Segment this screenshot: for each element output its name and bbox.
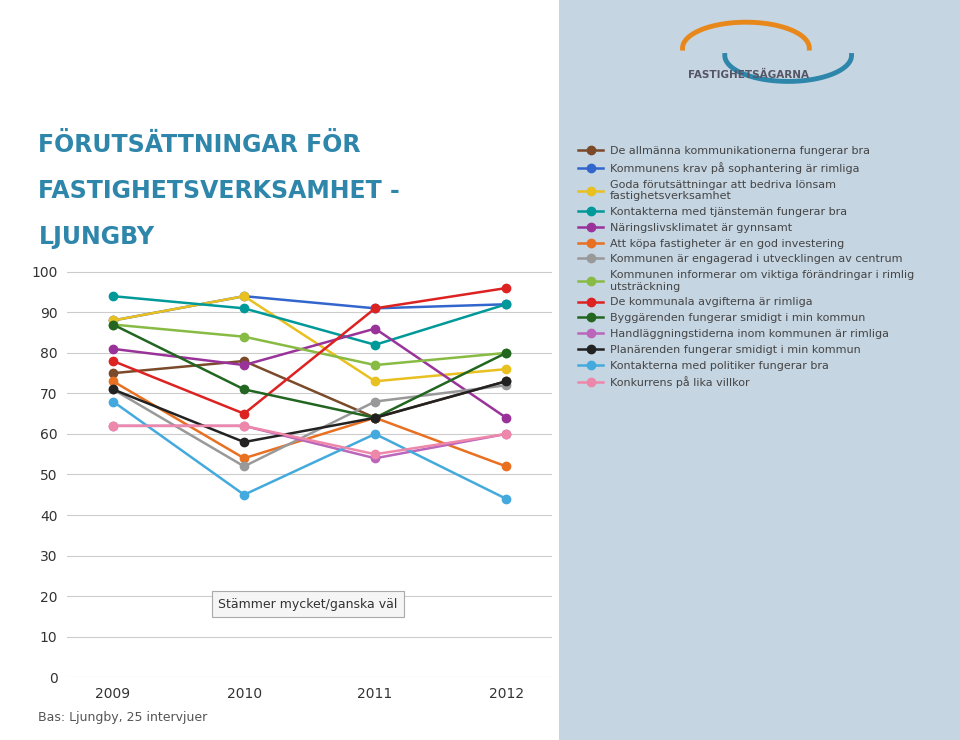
Text: Bas: Ljungby, 25 intervjuer: Bas: Ljungby, 25 intervjuer (38, 711, 207, 724)
Text: FASTIGHETSVERKSAMHET -: FASTIGHETSVERKSAMHET - (38, 179, 400, 203)
Legend: De allmänna kommunikationerna fungerar bra, Kommunens krav på sophantering är ri: De allmänna kommunikationerna fungerar b… (579, 147, 914, 388)
Text: FÖRUTSÄTTNINGAR FÖR: FÖRUTSÄTTNINGAR FÖR (38, 133, 361, 157)
Text: FASTIGHETSÄGARNA: FASTIGHETSÄGARNA (688, 70, 809, 81)
Text: LJUNGBY: LJUNGBY (38, 225, 155, 249)
Text: Stämmer mycket/ganska väl: Stämmer mycket/ganska väl (218, 598, 397, 610)
